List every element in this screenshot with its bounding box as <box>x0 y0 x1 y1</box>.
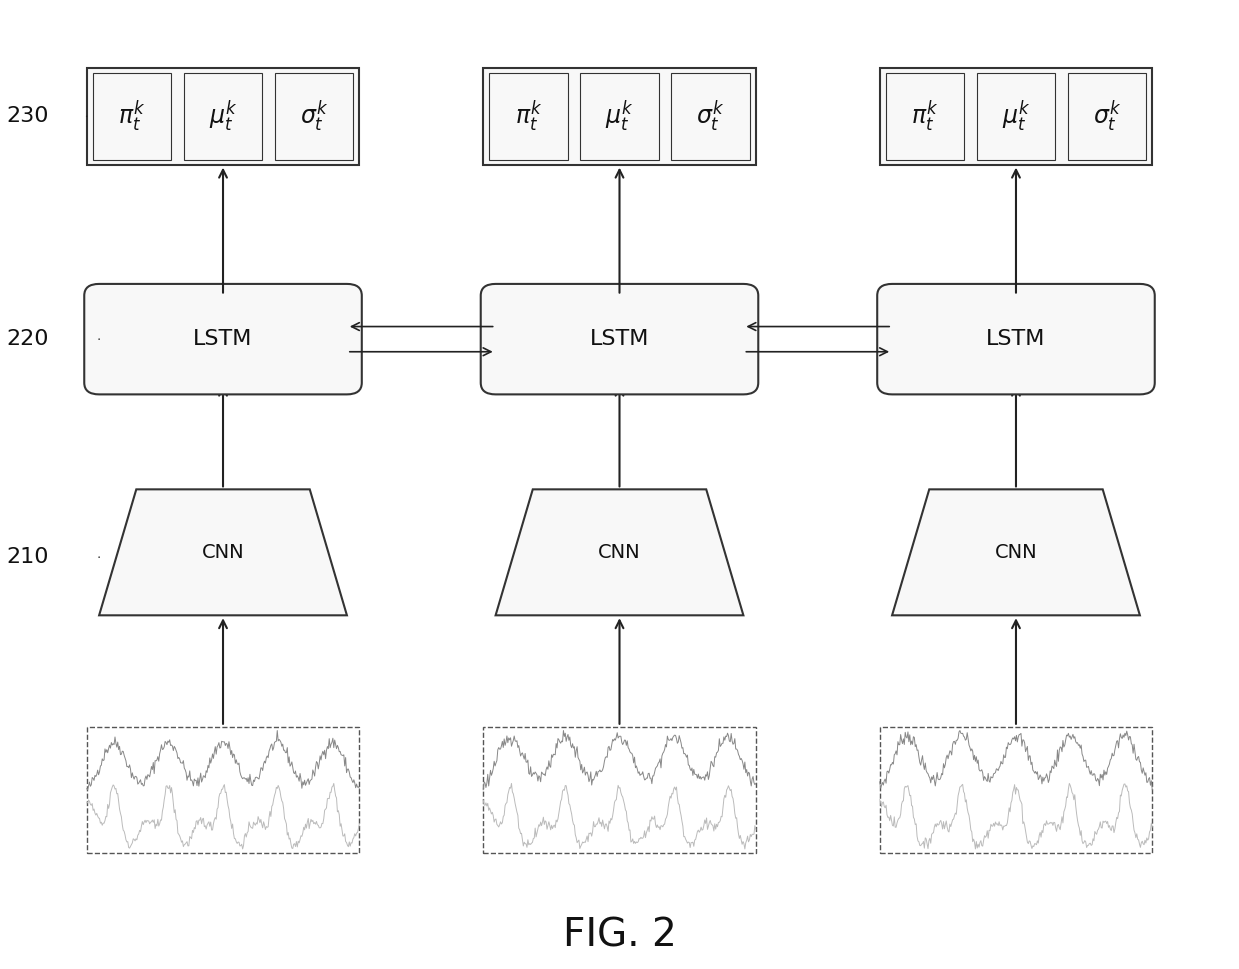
Text: $\sigma_t^k$: $\sigma_t^k$ <box>300 99 328 134</box>
Text: LSTM: LSTM <box>193 329 253 349</box>
FancyBboxPatch shape <box>93 73 171 160</box>
Text: $\mu_t^k$: $\mu_t^k$ <box>605 99 634 134</box>
Text: $\pi_t^k$: $\pi_t^k$ <box>912 99 939 134</box>
FancyBboxPatch shape <box>489 73 567 160</box>
FancyBboxPatch shape <box>275 73 353 160</box>
FancyBboxPatch shape <box>1068 73 1146 160</box>
Polygon shape <box>892 489 1140 615</box>
FancyBboxPatch shape <box>886 73 964 160</box>
Text: 210: 210 <box>6 547 48 567</box>
FancyBboxPatch shape <box>481 284 758 394</box>
Polygon shape <box>496 489 743 615</box>
Bar <box>483 727 756 853</box>
Text: FIG. 2: FIG. 2 <box>563 916 676 954</box>
FancyBboxPatch shape <box>580 73 659 160</box>
Bar <box>880 727 1152 853</box>
FancyBboxPatch shape <box>183 73 263 160</box>
Text: CNN: CNN <box>598 543 641 562</box>
Text: LSTM: LSTM <box>986 329 1046 349</box>
Text: $\sigma_t^k$: $\sigma_t^k$ <box>696 99 725 134</box>
Text: $\pi_t^k$: $\pi_t^k$ <box>515 99 543 134</box>
FancyBboxPatch shape <box>976 73 1056 160</box>
FancyBboxPatch shape <box>84 284 362 394</box>
Text: CNN: CNN <box>202 543 244 562</box>
FancyBboxPatch shape <box>877 284 1155 394</box>
Text: 220: 220 <box>6 329 48 349</box>
FancyBboxPatch shape <box>483 68 756 165</box>
Text: $\sigma_t^k$: $\sigma_t^k$ <box>1093 99 1121 134</box>
FancyBboxPatch shape <box>880 68 1152 165</box>
Text: CNN: CNN <box>995 543 1037 562</box>
Bar <box>87 727 359 853</box>
Text: LSTM: LSTM <box>590 329 649 349</box>
Text: $\mu_t^k$: $\mu_t^k$ <box>208 99 238 134</box>
Text: 230: 230 <box>6 107 48 126</box>
Polygon shape <box>99 489 347 615</box>
FancyBboxPatch shape <box>672 73 750 160</box>
Text: $\pi_t^k$: $\pi_t^k$ <box>119 99 146 134</box>
Text: $\mu_t^k$: $\mu_t^k$ <box>1001 99 1031 134</box>
FancyBboxPatch shape <box>87 68 359 165</box>
